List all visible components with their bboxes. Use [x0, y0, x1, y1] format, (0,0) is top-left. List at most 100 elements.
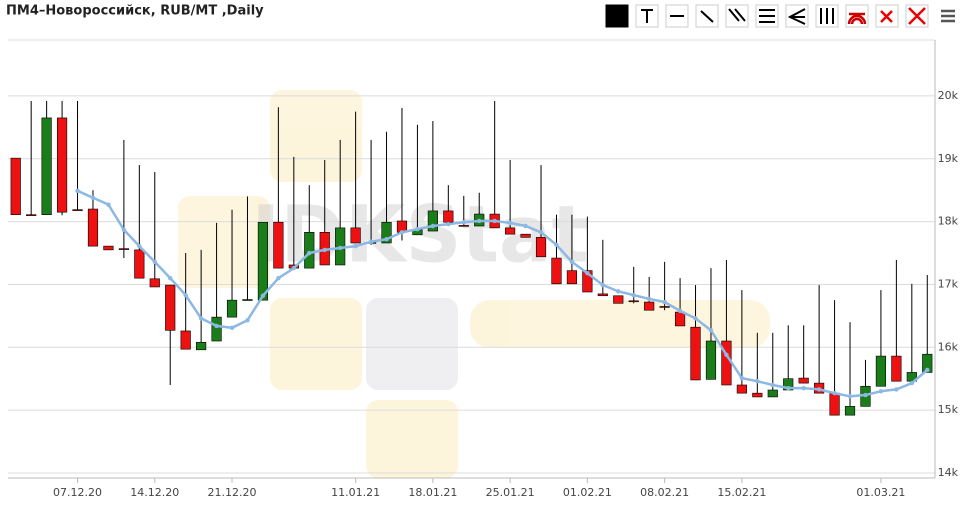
y-tick-label: 20k [938, 89, 959, 102]
moving-average-point [276, 275, 281, 281]
watermark: IDKStat [251, 190, 589, 280]
y-tick-label: 17k [938, 277, 959, 290]
tool-color[interactable] [605, 4, 629, 28]
moving-average-point [75, 188, 80, 194]
moving-average-point [183, 292, 188, 298]
moving-average-point [415, 226, 420, 232]
x-tick-label: 21.12.20 [208, 486, 257, 499]
candle-body [443, 210, 454, 223]
candle-body [257, 221, 269, 301]
moving-average-point [507, 220, 513, 226]
tool-delete[interactable] [875, 4, 899, 28]
candle-body [381, 221, 392, 244]
x-tick-label: 15.02.21 [717, 486, 766, 499]
moving-average-point [894, 387, 899, 392]
tool-levels[interactable] [755, 4, 779, 28]
candle-body [829, 392, 840, 416]
candle-body [736, 384, 747, 394]
candle-body [690, 326, 701, 381]
candle-body [597, 293, 608, 297]
chart-title: ПМ4–Новороссийск, RUB/MT ,Daily [6, 4, 264, 19]
moving-average-point [646, 296, 652, 302]
moving-average-point [569, 259, 575, 265]
tool-cycles[interactable] [815, 4, 839, 28]
candle-body [427, 210, 438, 232]
moving-average-point [260, 293, 266, 298]
moving-average-point [106, 202, 111, 207]
x-tick-label: 07.12.20 [53, 486, 102, 499]
candle-body [211, 316, 222, 342]
candle-body [180, 330, 191, 350]
moving-average-point [631, 292, 636, 298]
candle-body [613, 295, 624, 304]
candle-body [242, 299, 253, 301]
moving-average-point [461, 220, 466, 225]
tool-fan[interactable] [785, 4, 809, 28]
x-tick-label: 11.01.21 [331, 486, 380, 499]
candle-body [628, 300, 639, 303]
moving-average-point [816, 387, 822, 392]
moving-average-point [677, 308, 683, 314]
tool-channel[interactable] [725, 4, 749, 28]
moving-average-line [77, 189, 929, 398]
y-tick-label: 14k [938, 466, 959, 479]
moving-average-point [198, 316, 204, 321]
tool-delete-all[interactable] [905, 4, 929, 28]
moving-average-point [878, 389, 884, 394]
candle-body [767, 389, 778, 398]
candle-body [458, 225, 469, 227]
menu[interactable] [941, 9, 955, 23]
moving-average-point [137, 243, 142, 249]
moving-average-point [739, 375, 745, 381]
x-tick-label: 01.02.21 [563, 486, 612, 499]
moving-average-point [585, 270, 590, 276]
candle-body [520, 233, 531, 238]
moving-average-point [245, 318, 250, 323]
moving-average-point [693, 316, 698, 321]
moving-average-point [708, 328, 714, 333]
moving-average-point [152, 259, 157, 265]
y-tick-label: 18k [938, 215, 959, 228]
moving-average-point [399, 230, 405, 235]
moving-average-point [523, 223, 528, 229]
candle-body [922, 353, 933, 373]
candle-body [196, 341, 207, 351]
moving-average-point [90, 195, 96, 200]
moving-average-point [847, 394, 853, 399]
moving-average-point [307, 250, 312, 256]
candle-body [118, 248, 129, 250]
candle-body [72, 209, 83, 211]
x-tick-label: 25.01.21 [486, 486, 535, 499]
candle-body [752, 392, 763, 398]
x-tick-label: 18.01.21 [408, 486, 457, 499]
moving-average-point [353, 243, 358, 249]
candle-body [644, 301, 655, 311]
moving-average-point [801, 385, 806, 391]
moving-average-point [925, 367, 930, 373]
candle-body [582, 270, 593, 293]
moving-average-point [554, 242, 559, 248]
candle-body [56, 117, 68, 213]
moving-average-point [214, 323, 219, 329]
candle-body [659, 306, 670, 308]
candle-body [674, 311, 686, 327]
tool-arc[interactable] [845, 4, 869, 28]
candle-body [41, 117, 52, 215]
moving-average-point [384, 237, 389, 242]
moving-average-point [492, 218, 497, 224]
candle-body [26, 214, 37, 216]
moving-average-point [538, 230, 544, 235]
moving-average-point [600, 282, 606, 288]
candle-body [350, 227, 361, 244]
moving-average-point [786, 385, 791, 391]
tool-trend[interactable] [695, 4, 719, 28]
moving-average-point [229, 325, 235, 331]
candle-body [165, 284, 176, 331]
candle-body [103, 245, 114, 251]
tool-text[interactable] [635, 4, 659, 28]
candle-body [226, 299, 238, 318]
candle-body [149, 278, 160, 288]
tool-hline[interactable] [665, 4, 689, 28]
candle-body [10, 157, 21, 215]
